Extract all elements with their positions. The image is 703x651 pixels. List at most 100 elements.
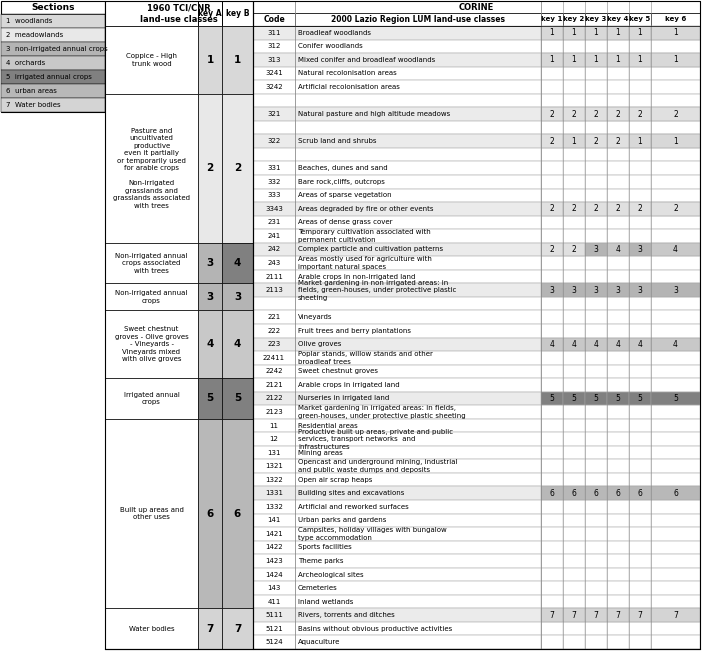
Bar	[585, 419, 607, 432]
Text: 333: 333	[267, 192, 280, 199]
Text: 241: 241	[267, 233, 280, 239]
Bar	[629, 446, 651, 460]
Bar	[541, 568, 563, 581]
Text: 2: 2	[207, 163, 214, 173]
Bar	[541, 215, 563, 229]
Bar	[629, 378, 651, 392]
Bar	[651, 405, 700, 419]
Bar	[1, 14, 105, 28]
Bar	[651, 189, 700, 202]
Bar	[607, 134, 629, 148]
Bar	[651, 635, 700, 649]
Bar	[629, 405, 651, 419]
Bar	[651, 609, 700, 622]
Text: 3242: 3242	[265, 84, 283, 90]
Bar	[563, 243, 585, 256]
Bar	[563, 175, 585, 189]
Bar	[541, 446, 563, 460]
Text: 3241: 3241	[265, 70, 283, 76]
Text: 1960 TCI/CNR
land-use classes: 1960 TCI/CNR land-use classes	[140, 3, 218, 23]
Bar	[563, 107, 585, 121]
Bar	[629, 473, 651, 486]
Bar	[651, 351, 700, 365]
Bar	[607, 243, 629, 256]
Bar	[563, 94, 585, 107]
Text: 2: 2	[572, 109, 576, 118]
Text: Sweet chestnut
groves - Olive groves
- Vineyards -
Vineyards mixed
with olive gr: Sweet chestnut groves - Olive groves - V…	[115, 326, 188, 362]
Text: 1: 1	[234, 55, 241, 65]
Text: 2122: 2122	[265, 395, 283, 402]
Bar	[585, 148, 607, 161]
Text: 22411: 22411	[263, 355, 285, 361]
Text: 2121: 2121	[265, 382, 283, 388]
Bar	[253, 121, 541, 134]
Bar	[607, 161, 629, 175]
Text: 4: 4	[616, 340, 621, 349]
Bar	[253, 365, 541, 378]
Text: 1: 1	[572, 137, 576, 146]
Text: Market gardening in irrigated areas: in fields,
green-houses, under protective p: Market gardening in irrigated areas: in …	[298, 405, 465, 419]
Text: 1322: 1322	[265, 477, 283, 482]
Bar	[105, 1, 253, 649]
Text: 6: 6	[616, 489, 621, 498]
Bar	[585, 514, 607, 527]
Bar	[607, 66, 629, 80]
Bar	[541, 256, 563, 270]
Bar	[563, 581, 585, 595]
Bar	[295, 13, 541, 26]
Bar	[651, 121, 700, 134]
Bar	[629, 311, 651, 324]
Text: 2: 2	[572, 245, 576, 254]
Bar	[629, 527, 651, 540]
Text: 1: 1	[616, 28, 620, 37]
Text: 1: 1	[572, 28, 576, 37]
Text: 3: 3	[638, 286, 643, 295]
Bar	[563, 446, 585, 460]
Bar	[585, 460, 607, 473]
Bar	[253, 446, 541, 460]
Bar	[563, 270, 585, 283]
Bar	[651, 66, 700, 80]
Bar	[222, 26, 253, 94]
Text: 1  woodlands: 1 woodlands	[6, 18, 53, 24]
Bar	[253, 107, 541, 121]
Bar	[198, 311, 222, 378]
Bar	[651, 419, 700, 432]
Text: 1332: 1332	[265, 504, 283, 510]
Bar	[651, 527, 700, 540]
Bar	[563, 121, 585, 134]
Bar	[198, 1, 222, 26]
Text: 1423: 1423	[265, 558, 283, 564]
Text: 4: 4	[673, 245, 678, 254]
Bar	[651, 175, 700, 189]
Text: 331: 331	[267, 165, 280, 171]
Bar	[607, 554, 629, 568]
Bar	[541, 80, 563, 94]
Bar	[629, 134, 651, 148]
Bar	[253, 635, 541, 649]
Bar	[222, 243, 253, 283]
Text: Areas of sparse vegetation: Areas of sparse vegetation	[298, 192, 392, 199]
Bar	[585, 202, 607, 215]
Bar	[253, 161, 541, 175]
Text: 11: 11	[269, 422, 278, 428]
Bar	[607, 189, 629, 202]
Bar	[585, 595, 607, 609]
Text: 6: 6	[593, 489, 598, 498]
Bar	[607, 595, 629, 609]
Bar	[607, 202, 629, 215]
Text: 7: 7	[234, 624, 241, 633]
Text: 7  Water bodies: 7 Water bodies	[6, 102, 60, 108]
Bar	[607, 527, 629, 540]
Bar	[541, 202, 563, 215]
Bar	[563, 256, 585, 270]
Bar	[541, 94, 563, 107]
Bar	[563, 378, 585, 392]
Text: 3: 3	[572, 286, 576, 295]
Bar	[607, 609, 629, 622]
Bar	[629, 26, 651, 40]
Bar	[651, 297, 700, 311]
Bar	[253, 1, 700, 649]
Text: Artificial and reworked surfaces: Artificial and reworked surfaces	[298, 504, 408, 510]
Bar	[629, 365, 651, 378]
